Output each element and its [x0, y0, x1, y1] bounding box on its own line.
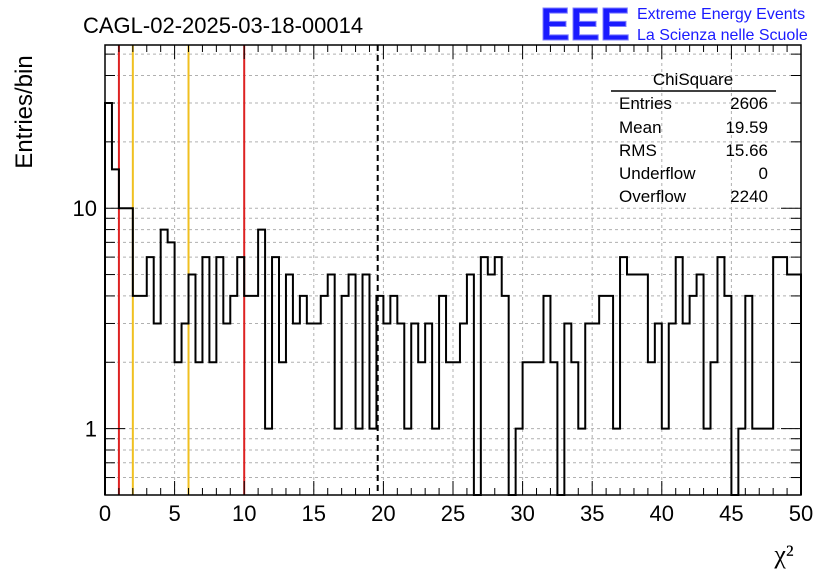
stats-label-mean: Mean [619, 118, 662, 137]
stats-value-mean: 19.59 [725, 118, 768, 137]
x-tick-label: 0 [99, 501, 111, 526]
y-axis-label: Entries/bin [11, 55, 38, 168]
eee-logo: EEE [540, 0, 630, 50]
stats-label-rms: RMS [619, 141, 657, 160]
tick-labels: 0 5 10 15 20 25 30 35 40 45 50 1 10 [73, 196, 814, 526]
logo-line-1: Extreme Energy Events [637, 6, 805, 23]
axes [104, 44, 802, 496]
x-tick-label: 35 [580, 501, 604, 526]
stats-box-title: ChiSquare [653, 70, 733, 89]
stats-value-overflow: 2240 [730, 187, 768, 206]
x-tick-label: 40 [650, 501, 674, 526]
histogram-series [104, 102, 802, 496]
stats-label-entries: Entries [619, 94, 672, 113]
stats-label-underflow: Underflow [619, 164, 696, 183]
y-tick-label: 10 [73, 196, 97, 221]
x-tick-label: 10 [232, 501, 256, 526]
y-tick-label: 1 [85, 417, 97, 442]
x-tick-label: 30 [510, 501, 534, 526]
x-axis-label: χ² [773, 540, 794, 569]
x-tick-label: 5 [168, 501, 180, 526]
x-tick-label: 45 [719, 501, 743, 526]
stats-value-rms: 15.66 [725, 141, 768, 160]
x-tick-label: 25 [441, 501, 465, 526]
stats-value-entries: 2606 [730, 94, 768, 113]
stats-label-overflow: Overflow [619, 187, 687, 206]
stats-value-underflow: 0 [759, 164, 768, 183]
histogram-step-line [104, 102, 802, 496]
reference-lines [117, 45, 379, 495]
x-tick-label: 15 [302, 501, 326, 526]
x-tick-label: 20 [371, 501, 395, 526]
run-title: CAGL-02-2025-03-18-00014 [83, 13, 363, 38]
logo-line-2: La Scienza nelle Scuole [637, 27, 808, 44]
x-tick-label: 50 [789, 501, 813, 526]
stats-box: ChiSquare Entries 2606 Mean 19.59 RMS 15… [611, 70, 776, 206]
